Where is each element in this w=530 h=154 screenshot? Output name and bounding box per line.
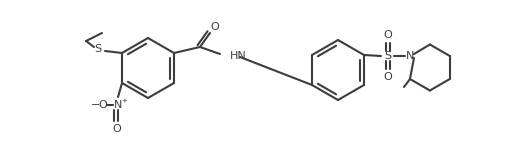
Text: S: S — [94, 44, 102, 54]
Text: O: O — [384, 30, 392, 40]
Text: S: S — [384, 51, 392, 61]
Text: O: O — [384, 72, 392, 82]
Text: +: + — [121, 98, 127, 104]
Text: O: O — [113, 124, 121, 134]
Text: N: N — [114, 100, 122, 110]
Text: −: − — [91, 100, 101, 110]
Text: HN: HN — [230, 51, 247, 61]
Text: O: O — [99, 100, 108, 110]
Text: N: N — [406, 51, 414, 61]
Text: O: O — [210, 22, 219, 32]
